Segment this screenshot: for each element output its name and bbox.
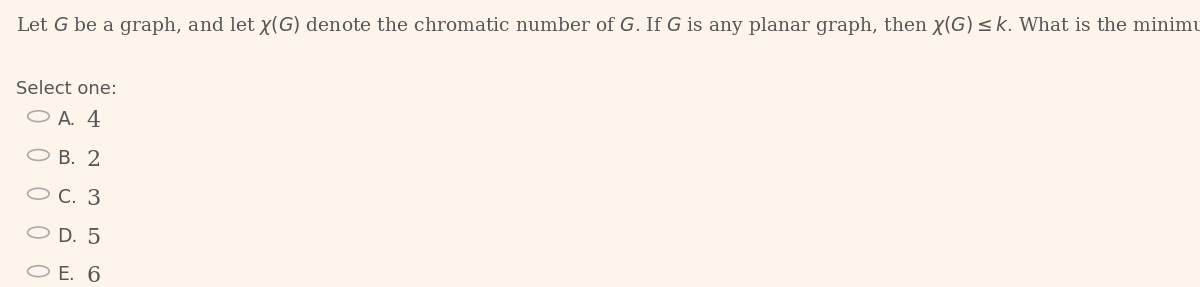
Text: Select one:: Select one:	[16, 80, 116, 98]
Text: 4: 4	[86, 110, 101, 133]
Text: 5: 5	[86, 227, 101, 249]
Text: 2: 2	[86, 149, 101, 171]
Text: B.: B.	[58, 149, 77, 168]
Text: D.: D.	[58, 227, 78, 246]
Text: A.: A.	[58, 110, 76, 129]
Text: 6: 6	[86, 265, 101, 287]
Text: E.: E.	[58, 265, 76, 284]
Text: Let $\mathit{G}$ be a graph, and let $\chi(\mathit{G})$ denote the chromatic num: Let $\mathit{G}$ be a graph, and let $\c…	[16, 14, 1200, 37]
Text: C.: C.	[58, 188, 77, 207]
Text: 3: 3	[86, 188, 101, 210]
